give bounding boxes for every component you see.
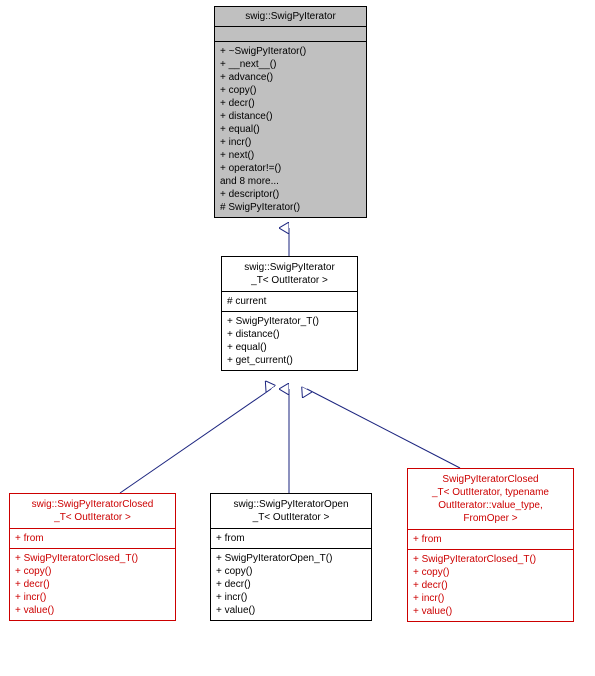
- member: + value(): [15, 604, 170, 617]
- title-line: FromOper >: [413, 512, 568, 525]
- member: + decr(): [15, 578, 170, 591]
- class-title: swig::SwigPyIterator: [215, 7, 366, 26]
- attrs-section: + from: [10, 528, 175, 548]
- member: + SwigPyIterator_T(): [227, 315, 352, 328]
- member: + decr(): [413, 579, 568, 592]
- member: + value(): [216, 604, 366, 617]
- member: + incr(): [15, 591, 170, 604]
- member: + __next__(): [220, 58, 361, 71]
- member: + distance(): [227, 328, 352, 341]
- title-line: swig::SwigPyIteratorOpen: [216, 498, 366, 511]
- edge-mid-right: [307, 389, 460, 468]
- attr: + from: [15, 532, 170, 545]
- attrs-section: + from: [408, 529, 573, 549]
- title-line: swig::SwigPyIterator: [227, 261, 352, 274]
- edge-mid-left: [120, 389, 271, 493]
- member: + advance(): [220, 71, 361, 84]
- member: + incr(): [413, 592, 568, 605]
- title-line: _T< OutIterator >: [216, 511, 366, 524]
- class-title: swig::SwigPyIteratorOpen _T< OutIterator…: [211, 494, 371, 528]
- member: + SwigPyIteratorClosed_T(): [15, 552, 170, 565]
- empty-section: [215, 26, 366, 41]
- class-swigpyiteratorclosed-t: swig::SwigPyIteratorClosed _T< OutIterat…: [9, 493, 176, 621]
- member: + SwigPyIteratorClosed_T(): [413, 553, 568, 566]
- member: + decr(): [220, 97, 361, 110]
- title-line: swig::SwigPyIteratorClosed: [15, 498, 170, 511]
- member: + descriptor(): [220, 188, 361, 201]
- members-section: + ~SwigPyIterator() + __next__() + advan…: [215, 41, 366, 217]
- member: + equal(): [227, 341, 352, 354]
- member: + equal(): [220, 123, 361, 136]
- title-line: OutIterator::value_type,: [413, 499, 568, 512]
- member: # SwigPyIterator(): [220, 201, 361, 214]
- class-title: SwigPyIteratorClosed _T< OutIterator, ty…: [408, 469, 573, 529]
- member: + copy(): [413, 566, 568, 579]
- members-section: + SwigPyIterator_T() + distance() + equa…: [222, 311, 357, 370]
- member: + ~SwigPyIterator(): [220, 45, 361, 58]
- class-swigpyiterator: swig::SwigPyIterator + ~SwigPyIterator()…: [214, 6, 367, 218]
- attrs-section: + from: [211, 528, 371, 548]
- title-line: _T< OutIterator, typename: [413, 486, 568, 499]
- attr: + from: [216, 532, 366, 545]
- member: + copy(): [216, 565, 366, 578]
- members-section: + SwigPyIteratorClosed_T() + copy() + de…: [408, 549, 573, 621]
- attr: # current: [227, 295, 352, 308]
- member: + get_current(): [227, 354, 352, 367]
- class-title: swig::SwigPyIteratorClosed _T< OutIterat…: [10, 494, 175, 528]
- attrs-section: # current: [222, 291, 357, 311]
- class-swigpyiteratorclosed-t-full: SwigPyIteratorClosed _T< OutIterator, ty…: [407, 468, 574, 622]
- member: + value(): [413, 605, 568, 618]
- member: + distance(): [220, 110, 361, 123]
- title-line: _T< OutIterator >: [227, 274, 352, 287]
- class-swigpyiterator-t: swig::SwigPyIterator _T< OutIterator > #…: [221, 256, 358, 371]
- member: + next(): [220, 149, 361, 162]
- member: + incr(): [216, 591, 366, 604]
- member: + operator!=(): [220, 162, 361, 175]
- member: + decr(): [216, 578, 366, 591]
- class-title: swig::SwigPyIterator _T< OutIterator >: [222, 257, 357, 291]
- title-text: swig::SwigPyIterator: [245, 11, 336, 22]
- member: + SwigPyIteratorOpen_T(): [216, 552, 366, 565]
- member: and 8 more...: [220, 175, 361, 188]
- class-swigpyiteratoropen-t: swig::SwigPyIteratorOpen _T< OutIterator…: [210, 493, 372, 621]
- title-line: SwigPyIteratorClosed: [413, 473, 568, 486]
- title-line: _T< OutIterator >: [15, 511, 170, 524]
- members-section: + SwigPyIteratorOpen_T() + copy() + decr…: [211, 548, 371, 620]
- member: + copy(): [220, 84, 361, 97]
- member: + copy(): [15, 565, 170, 578]
- members-section: + SwigPyIteratorClosed_T() + copy() + de…: [10, 548, 175, 620]
- attr: + from: [413, 533, 568, 546]
- member: + incr(): [220, 136, 361, 149]
